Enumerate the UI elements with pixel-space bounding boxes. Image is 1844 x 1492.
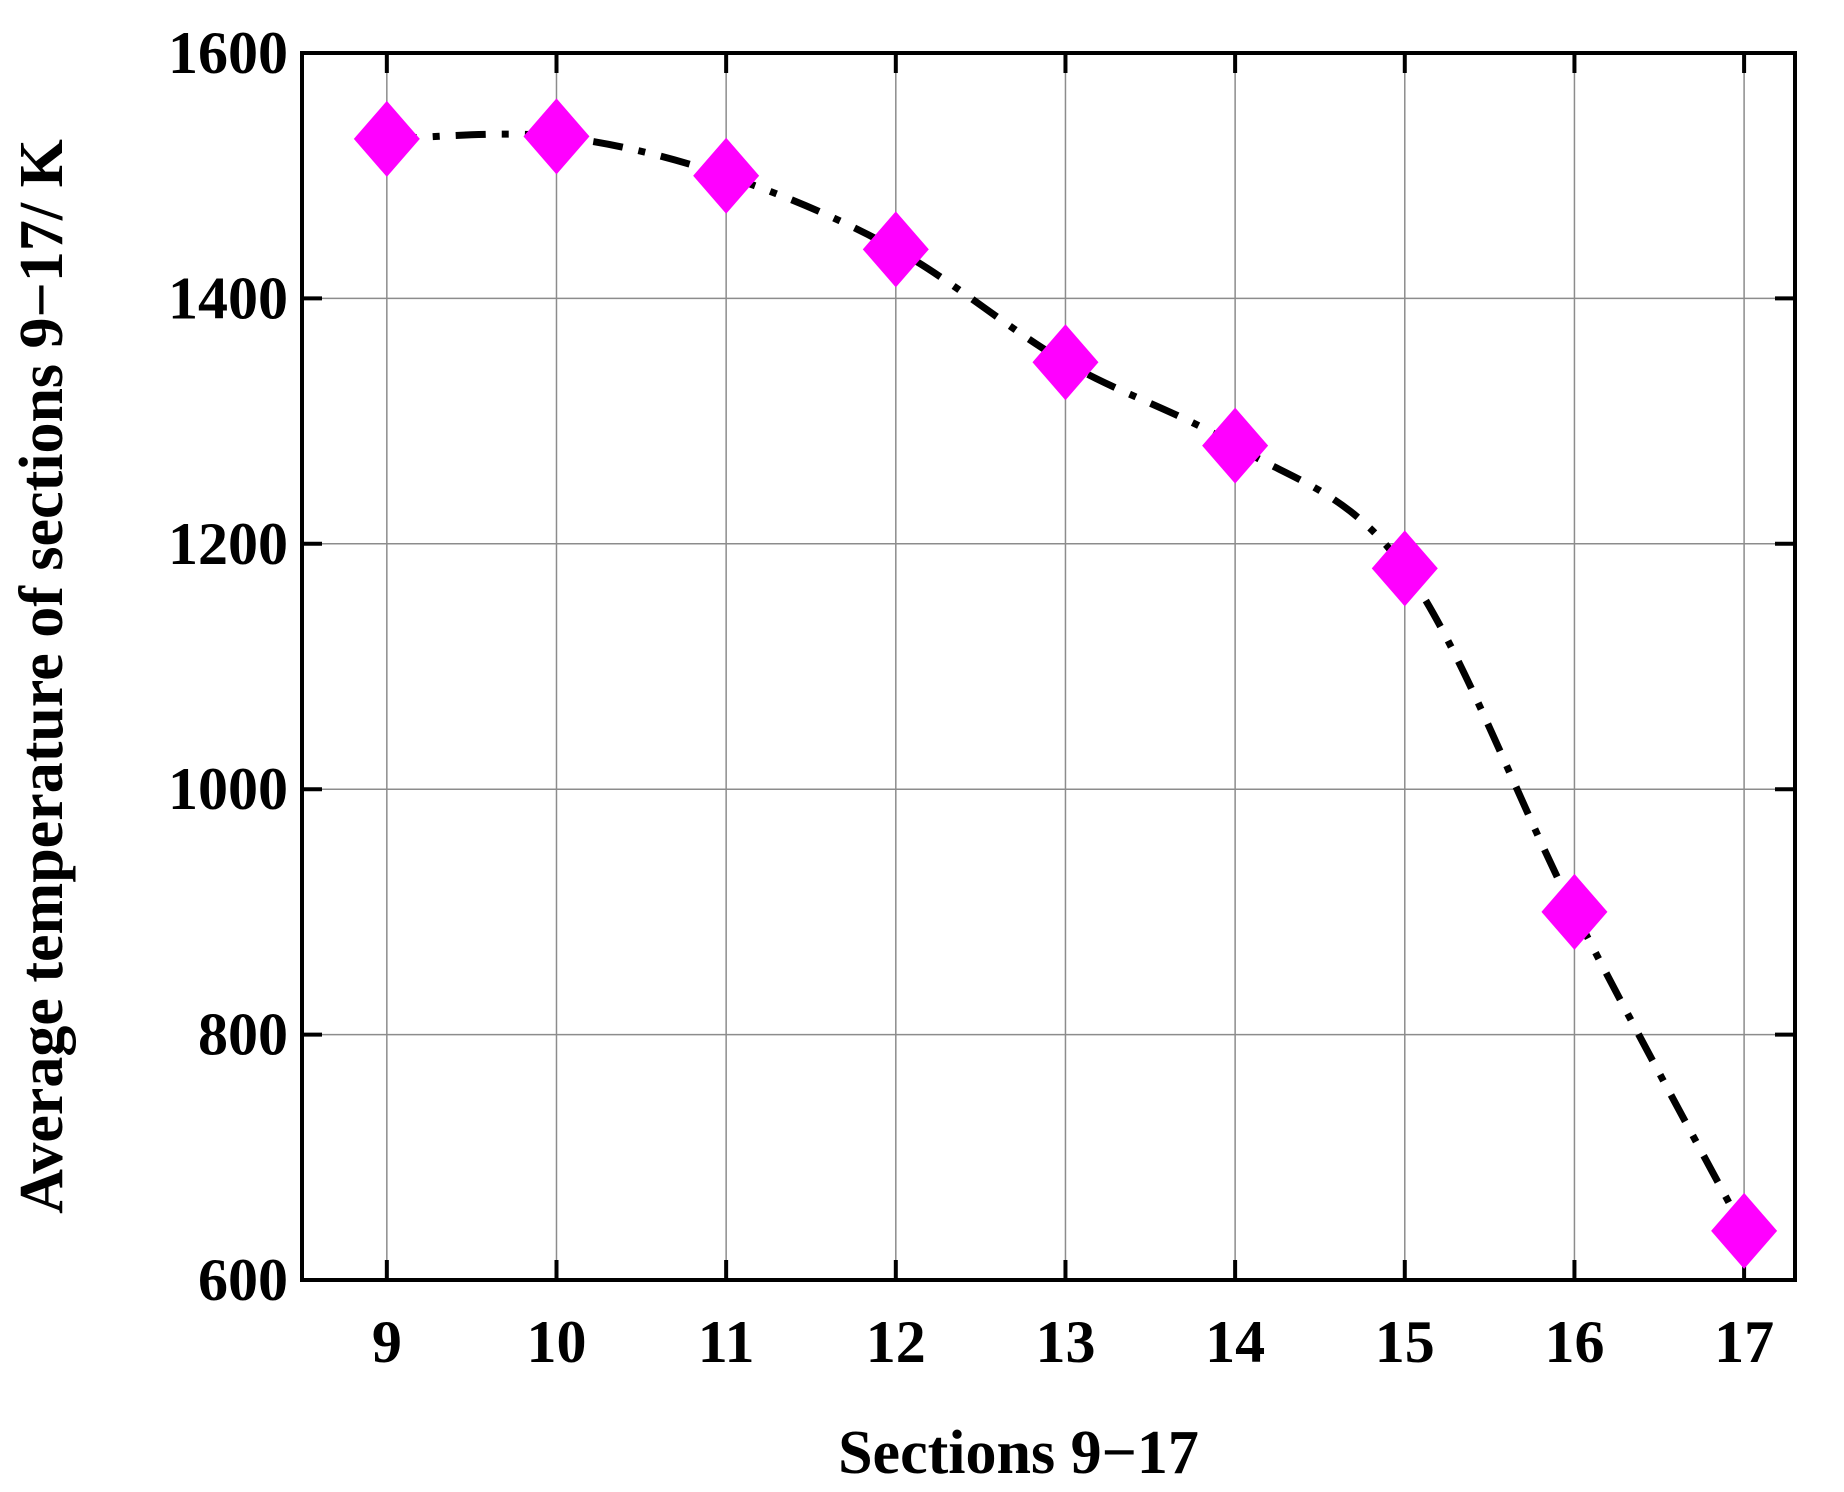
y-tick-label: 1400: [168, 265, 288, 331]
diamond-marker: [1541, 873, 1608, 950]
x-tick-label: 12: [866, 1309, 926, 1375]
y-tick-label: 1600: [168, 20, 288, 86]
axis-ticks: [302, 51, 1795, 1282]
x-tick-label: 15: [1375, 1309, 1435, 1375]
x-tick-label: 13: [1035, 1309, 1095, 1375]
y-tick-label: 1200: [168, 511, 288, 577]
diamond-marker: [862, 211, 929, 288]
y-tick-label: 800: [198, 1002, 288, 1068]
x-axis-title: Sections 9−17: [838, 1419, 1199, 1487]
plot-area-frame: [300, 51, 1797, 1282]
x-tick-label: 10: [526, 1309, 586, 1375]
diamond-marker: [353, 100, 420, 177]
y-tick-label: 600: [198, 1247, 288, 1313]
data-markers: [353, 98, 1778, 1269]
grid-lines: [302, 52, 1795, 1281]
x-tick-label: 17: [1714, 1309, 1774, 1375]
x-tick-label: 9: [372, 1309, 402, 1375]
y-tick-label: 1000: [168, 756, 288, 822]
diamond-marker: [1371, 530, 1438, 607]
diamond-marker: [1711, 1192, 1778, 1269]
diamond-marker: [1202, 407, 1269, 484]
x-tick-label: 11: [698, 1309, 755, 1375]
x-tick-labels: 9 10 11 12 13 14 15 16 17: [372, 1309, 1774, 1375]
x-tick-label: 16: [1544, 1309, 1604, 1375]
y-tick-labels: 600 800 1000 1200 1400 1600: [168, 20, 288, 1313]
x-tick-label: 14: [1205, 1309, 1265, 1375]
diamond-marker: [523, 98, 590, 175]
diamond-marker: [1032, 324, 1099, 401]
diamond-marker: [693, 137, 760, 214]
y-axis-title: Average temperature of sections 9−17/ K: [8, 139, 76, 1214]
